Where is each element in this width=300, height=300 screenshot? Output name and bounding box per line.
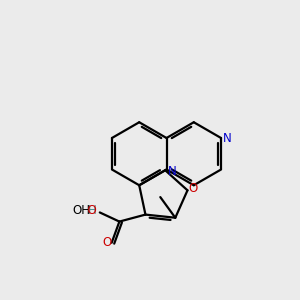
- Text: O: O: [103, 236, 112, 249]
- Text: H: H: [88, 205, 97, 218]
- Text: OH: OH: [73, 205, 91, 218]
- Text: N: N: [167, 165, 176, 178]
- Text: N: N: [223, 131, 232, 145]
- Text: O: O: [189, 182, 198, 195]
- Text: O: O: [80, 205, 97, 218]
